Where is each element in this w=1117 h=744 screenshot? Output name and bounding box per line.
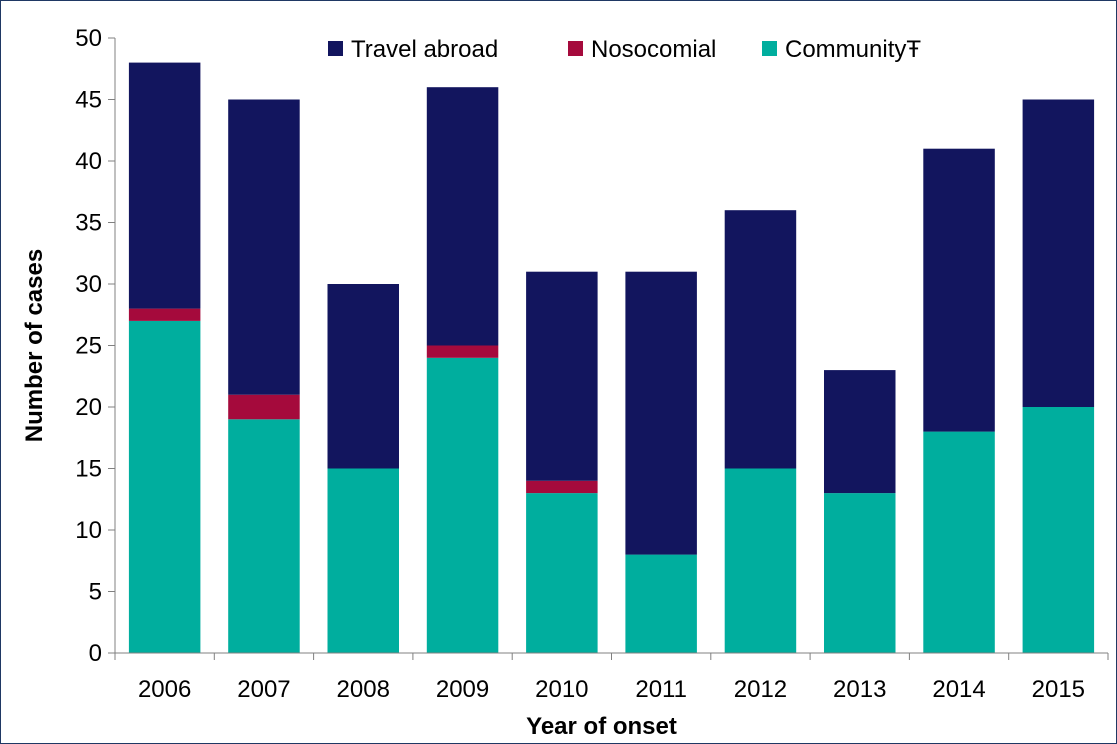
bar-segment-travel-abroad-2010 <box>526 271 598 481</box>
legend-swatch <box>762 41 777 56</box>
y-tick-label: 10 <box>75 517 102 544</box>
legend-item: Travel abroad <box>328 36 498 63</box>
bar-segment-travel-abroad-2009 <box>426 87 499 346</box>
bar-segment-travel-abroad-2011 <box>625 271 697 555</box>
bar-segment-community-2011 <box>625 554 697 653</box>
bar-segment-nosocomial-2007 <box>228 394 300 420</box>
x-tick-label: 2014 <box>932 676 985 703</box>
bar-segment-community-2008 <box>327 468 399 653</box>
y-tick-label: 0 <box>89 640 102 667</box>
y-tick-label: 35 <box>75 210 102 237</box>
bar-segment-travel-abroad-2013 <box>824 370 896 494</box>
y-axis-ticks: 0 5 10 15 20 25 30 35 40 45 50 <box>75 25 115 667</box>
bar-segment-nosocomial-2009 <box>426 345 499 358</box>
y-axis-title: Number of cases <box>21 249 48 442</box>
bar-segment-travel-abroad-2015 <box>1022 99 1095 407</box>
legend-item: CommunityŦ <box>762 36 921 63</box>
bar-segment-travel-abroad-2014 <box>923 148 995 432</box>
bar-segment-community-2006 <box>128 320 201 653</box>
x-tick-label: 2007 <box>237 676 290 703</box>
x-tick-label: 2012 <box>734 676 787 703</box>
bar-segment-community-2015 <box>1022 407 1095 653</box>
bar-segment-community-2010 <box>526 493 598 653</box>
legend: Travel abroad Nosocomial CommunityŦ <box>328 36 921 63</box>
legend-label: CommunityŦ <box>785 36 921 63</box>
y-tick-label: 5 <box>89 579 102 606</box>
bar-segment-travel-abroad-2007 <box>228 99 300 395</box>
y-tick-label: 50 <box>75 25 102 52</box>
legend-label: Nosocomial <box>591 36 716 63</box>
x-axis-title: Year of onset <box>526 713 677 740</box>
x-tick-label: 2010 <box>535 676 588 703</box>
bar-segment-travel-abroad-2006 <box>128 62 201 309</box>
bar-segment-community-2007 <box>228 419 300 653</box>
y-tick-label: 25 <box>75 333 102 360</box>
y-tick-label: 30 <box>75 271 102 298</box>
legend-swatch <box>568 41 583 56</box>
bar-segment-community-2014 <box>923 431 995 653</box>
bars-layer <box>128 62 1095 653</box>
bar-segment-nosocomial-2006 <box>128 308 201 321</box>
y-tick-label: 15 <box>75 456 102 483</box>
x-tick-label: 2013 <box>833 676 886 703</box>
bar-segment-community-2009 <box>426 357 499 653</box>
x-axis-ticks: 2006 2007 2008 2009 2010 2011 2012 2013 2014 2015 <box>114 653 1109 703</box>
y-tick-label: 40 <box>75 148 102 175</box>
x-tick-label: 2006 <box>138 676 191 703</box>
x-tick-label: 2015 <box>1032 676 1085 703</box>
bar-segment-travel-abroad-2012 <box>724 210 797 469</box>
legend-item: Nosocomial <box>568 36 716 63</box>
bar-segment-travel-abroad-2008 <box>327 284 399 469</box>
y-tick-label: 45 <box>75 87 102 114</box>
bar-segment-community-2013 <box>824 493 896 653</box>
x-tick-label: 2011 <box>635 676 687 703</box>
y-tick-label: 20 <box>75 394 102 421</box>
bar-segment-community-2012 <box>724 468 797 653</box>
bar-segment-nosocomial-2010 <box>526 480 598 494</box>
x-tick-label: 2008 <box>337 676 390 703</box>
x-tick-label: 2009 <box>436 676 489 703</box>
legend-swatch <box>328 41 343 56</box>
legend-label: Travel abroad <box>351 36 498 63</box>
